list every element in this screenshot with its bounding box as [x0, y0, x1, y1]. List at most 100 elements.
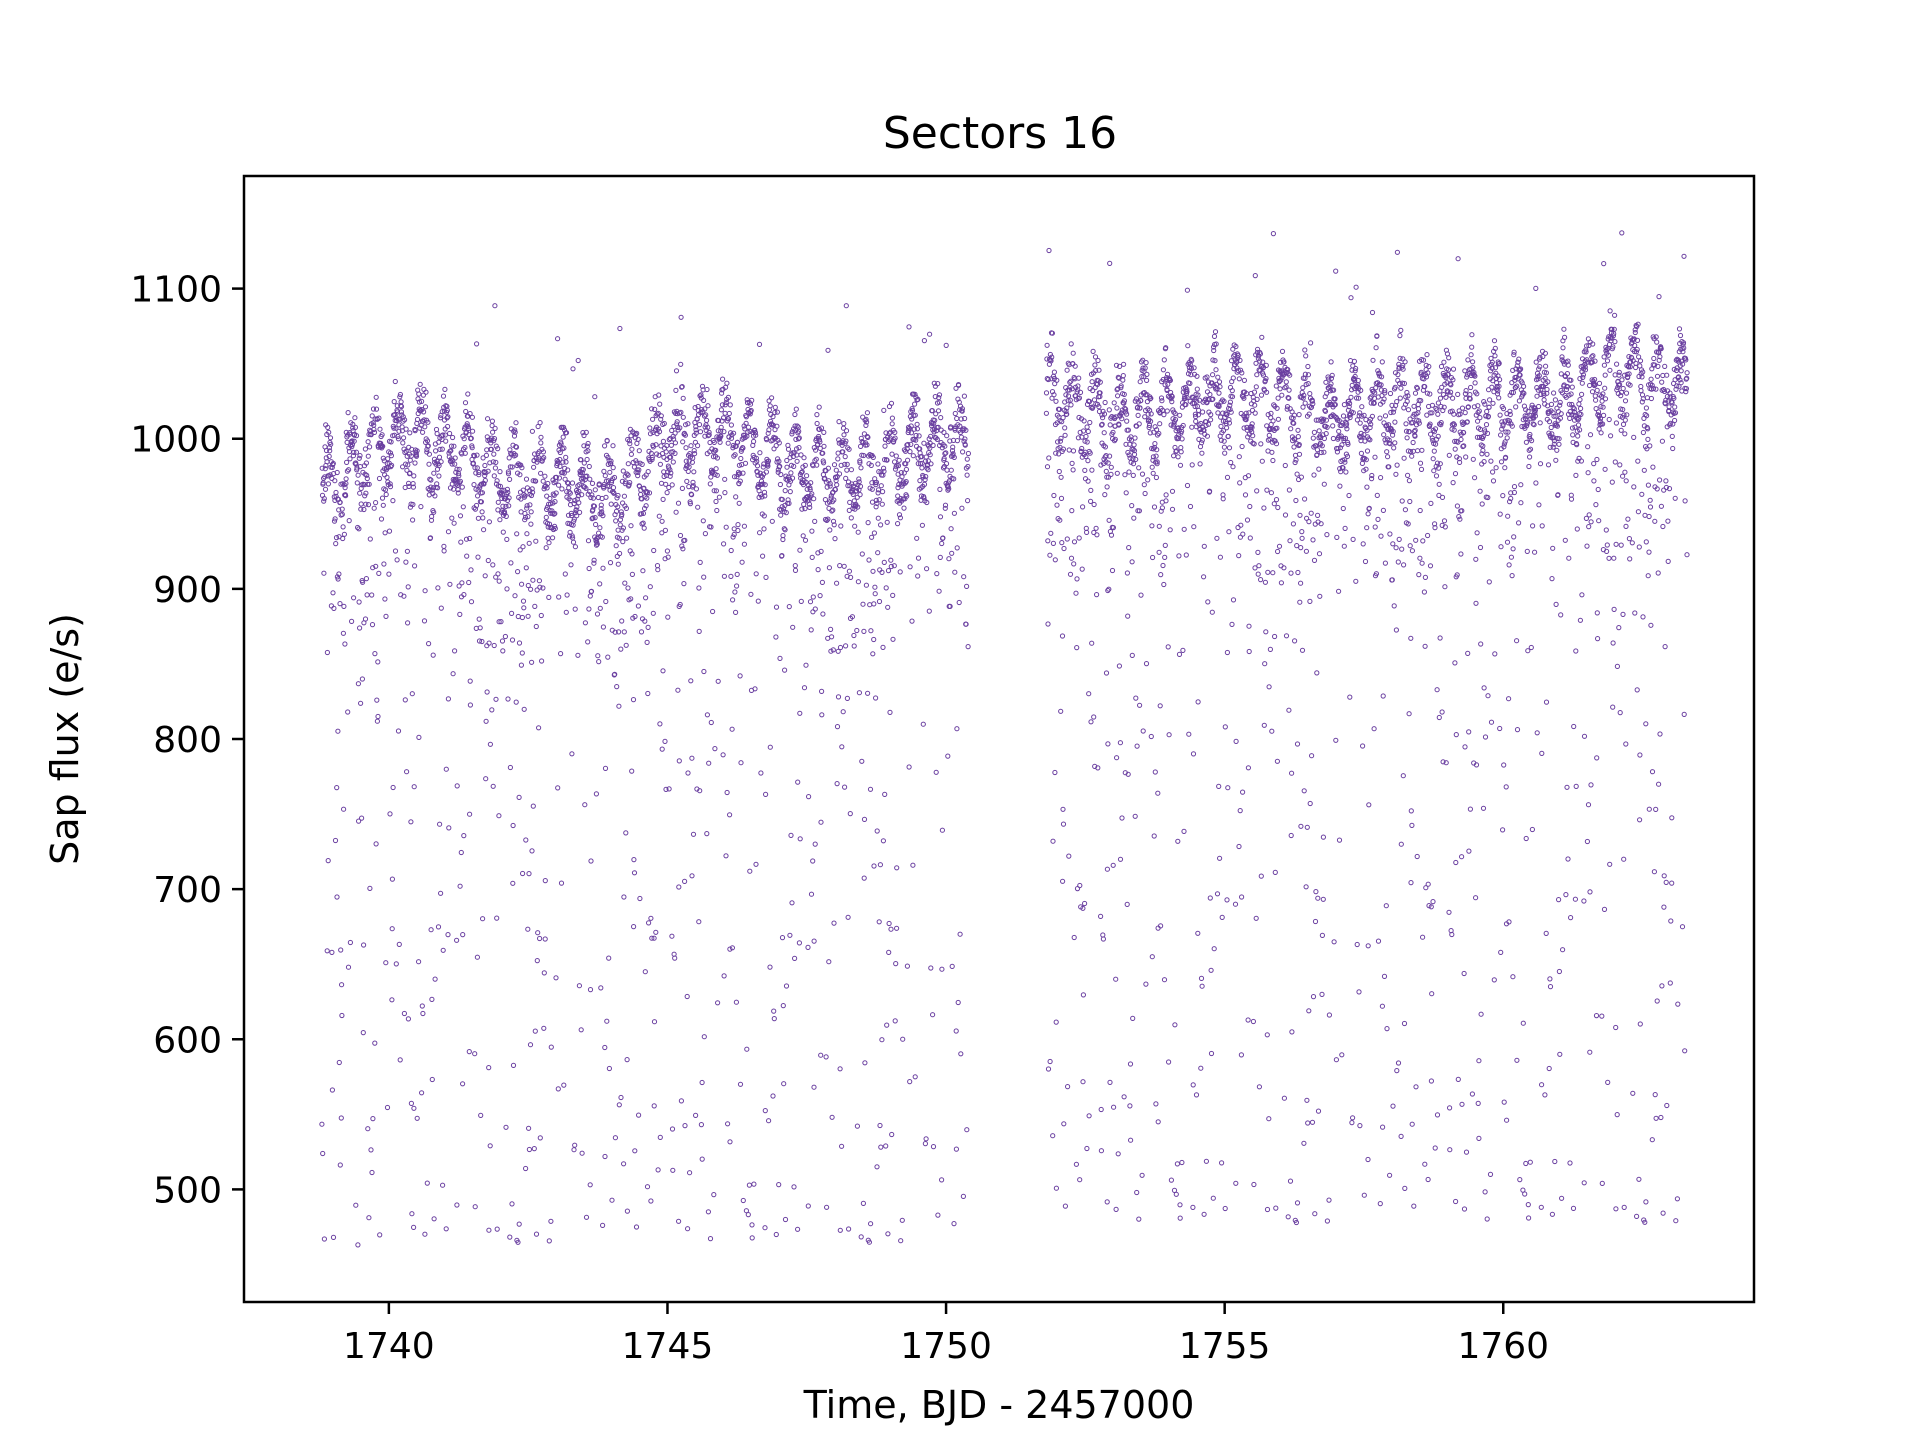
data-point [735, 439, 741, 445]
data-point [561, 1082, 567, 1088]
data-point [760, 481, 766, 487]
data-point [472, 1051, 478, 1057]
data-point [352, 415, 358, 421]
data-point [457, 478, 463, 484]
data-point [606, 1065, 613, 1072]
data-point [319, 1121, 325, 1127]
data-point [347, 939, 353, 946]
data-point [558, 880, 565, 886]
data-point [763, 469, 770, 475]
data-point [489, 418, 495, 424]
data-point [439, 446, 445, 452]
data-point [759, 494, 765, 500]
data-point [336, 507, 342, 513]
data-point [424, 438, 431, 444]
data-point [537, 584, 543, 590]
data-point [553, 975, 559, 981]
data-point [445, 932, 451, 938]
data-point [753, 455, 760, 461]
data-point [819, 712, 825, 718]
data-point [328, 441, 334, 447]
data-point [459, 451, 465, 457]
data-point [784, 464, 790, 470]
data-point [767, 403, 773, 409]
data-point [640, 568, 646, 574]
data-point [722, 402, 728, 408]
data-point [586, 565, 592, 572]
data-point [457, 883, 463, 889]
data-point [731, 453, 737, 459]
data-point [661, 420, 667, 427]
data-point [817, 445, 823, 451]
data-point [721, 429, 727, 435]
data-point [478, 1112, 484, 1119]
data-point [529, 848, 535, 854]
data-point [745, 424, 752, 430]
data-point [741, 523, 748, 529]
data-point [584, 473, 590, 479]
data-point [615, 492, 621, 499]
data-point [824, 484, 830, 490]
data-point [516, 794, 522, 801]
data-point [388, 453, 394, 459]
data-point [537, 1135, 543, 1141]
data-point [564, 480, 571, 486]
data-point [407, 430, 413, 436]
data-point [431, 470, 437, 476]
data-point [717, 439, 723, 445]
data-point [442, 432, 448, 438]
data-point [721, 973, 727, 979]
data-point [507, 476, 513, 482]
data-point [351, 449, 357, 455]
data-point [478, 499, 484, 505]
data-point [383, 960, 389, 966]
data-point [657, 1134, 663, 1141]
data-point [332, 837, 339, 844]
data-point [673, 387, 679, 393]
data-point [483, 452, 489, 458]
data-point [404, 467, 410, 473]
data-point [537, 935, 543, 942]
data-point [722, 476, 728, 482]
data-point [729, 726, 735, 732]
data-point [528, 521, 534, 527]
data-point [703, 412, 709, 418]
data-point [485, 557, 491, 564]
data-point [513, 444, 520, 450]
data-point [474, 452, 480, 458]
data-point [550, 535, 556, 541]
data-point [699, 383, 706, 389]
data-point [521, 605, 527, 611]
data-point [811, 496, 817, 502]
data-point [733, 494, 739, 500]
data-point [517, 547, 523, 553]
data-point [526, 871, 532, 877]
data-point [503, 513, 509, 520]
data-point [805, 944, 811, 951]
data-point [397, 394, 403, 400]
data-point [647, 425, 653, 431]
data-point [491, 473, 497, 479]
data-point [634, 460, 640, 466]
data-point [809, 554, 815, 561]
data-point [696, 422, 703, 428]
data-point [618, 646, 624, 652]
data-point [741, 541, 748, 547]
data-point [474, 954, 480, 960]
data-point [582, 802, 588, 808]
data-point [497, 517, 503, 523]
data-point [501, 509, 507, 516]
data-point [330, 460, 336, 467]
data-point [492, 425, 498, 431]
data-point [356, 455, 362, 461]
data-point [331, 518, 338, 524]
data-point [542, 473, 548, 479]
data-point [527, 502, 533, 508]
data-point [574, 513, 580, 519]
data-point [766, 398, 772, 404]
data-point [490, 562, 496, 568]
data-point [480, 455, 486, 461]
data-point [638, 629, 645, 635]
data-point [726, 410, 732, 417]
data-point [598, 506, 604, 512]
